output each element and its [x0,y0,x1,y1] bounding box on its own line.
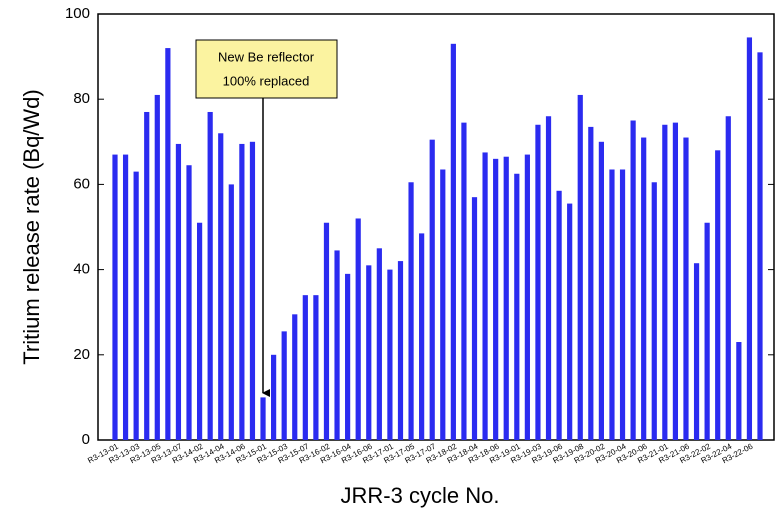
bar [493,158,499,440]
bar [239,143,245,440]
bar [397,261,404,440]
annotation-text: 100% replaced [223,73,310,88]
bar [313,295,319,440]
bar [577,94,583,440]
bar [440,169,446,441]
bar [503,156,509,440]
bar [630,120,636,440]
bar [281,331,287,440]
bar [154,94,160,440]
y-tick-label: 0 [82,431,90,448]
bar [355,218,361,440]
annotation-box [195,39,338,99]
bar [588,126,594,440]
bar [450,43,456,440]
bar [408,182,414,440]
bar [725,116,731,441]
x-axis-title: JRR-3 cycle No. [341,483,500,508]
bar [165,48,171,441]
bar [376,248,382,440]
bar [196,222,203,440]
bar [545,116,552,441]
bar [535,124,541,440]
bar [598,141,604,441]
bar [175,143,182,440]
bar [133,171,139,440]
bar [651,182,657,440]
plot-frame [97,13,775,441]
bar [683,137,689,441]
bar [387,269,393,440]
bar [704,222,710,440]
bar [619,169,626,441]
bar [757,52,763,441]
bar [514,173,520,440]
bar [672,122,679,440]
bar [482,152,488,440]
bar [461,122,467,440]
bar [218,133,224,440]
y-tick-label: 100 [65,5,90,22]
bar [144,111,150,440]
bar [228,184,234,440]
bar [567,203,573,440]
annotation-text: New Be reflector [218,49,315,64]
bar [323,222,330,440]
bar [249,141,256,441]
bar [260,397,266,440]
bar [524,154,530,440]
bar [662,124,668,440]
bar [736,342,742,440]
bar [556,190,562,440]
bar [366,265,372,440]
bar [419,233,425,440]
bar [746,37,753,441]
y-tick-label: 20 [73,346,90,363]
bar [693,263,700,440]
bar [641,137,647,441]
bar [334,250,340,440]
y-axis-title: Tritium release rate (Bq/Wd) [19,89,44,364]
y-tick-label: 60 [73,175,90,192]
bar [122,154,129,440]
bar [715,150,721,440]
bar [302,295,308,440]
bar [471,197,478,440]
bar [271,354,277,440]
bar [112,154,118,440]
bar [609,169,615,441]
bar [207,111,213,440]
y-tick-label: 80 [73,90,90,107]
bar [186,165,192,441]
y-tick-label: 40 [73,261,90,278]
bar [345,273,351,440]
bar [429,139,435,441]
bar [292,314,298,440]
